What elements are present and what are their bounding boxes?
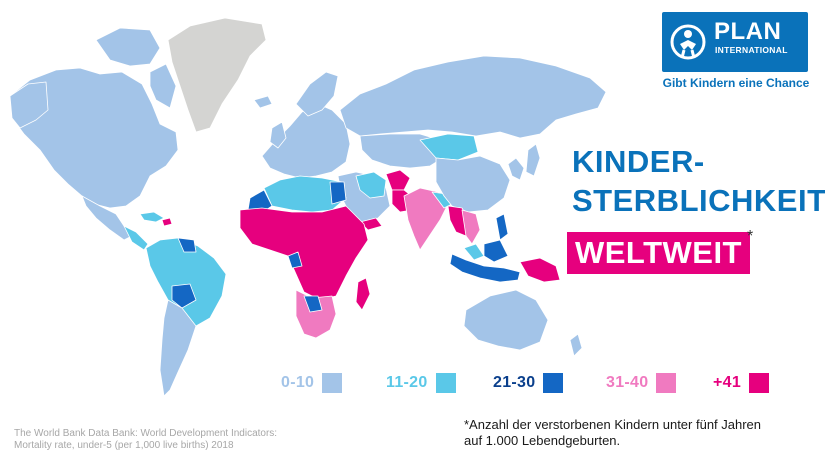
source-line-1: The World Bank Data Bank: World Developm… [14, 428, 278, 439]
source-line-2: Mortality rate, under-5 (per 1,000 live … [14, 440, 234, 451]
legend-swatch [435, 373, 456, 393]
europe-region [261, 103, 351, 179]
headline-asterisk: * [747, 228, 754, 245]
plan-emblem-icon [670, 24, 706, 60]
plan-logo[interactable]: PLAN INTERNATIONAL [662, 12, 808, 72]
iceland-region [253, 95, 273, 109]
yemen-region [359, 217, 383, 231]
legend-item-31-40: 31-40 [606, 373, 677, 393]
haiti-region [161, 217, 173, 227]
logo-subtitle: INTERNATIONAL [715, 45, 788, 55]
legend-label: 21-30 [493, 374, 536, 391]
indochina-region [461, 209, 481, 245]
legend-swatch [749, 373, 770, 393]
data-source: The World Bank Data Bank: World Developm… [14, 428, 277, 452]
footnote: *Anzahl der verstorbenen Kindern unter f… [464, 417, 761, 449]
new-zealand-region [569, 333, 583, 357]
guyana-region [177, 237, 197, 253]
borneo-region [483, 239, 509, 263]
tagline: Gibt Kindern eine Chance [662, 76, 810, 90]
legend-label: +41 [713, 374, 742, 391]
footnote-line-1: *Anzahl der verstorbenen Kindern unter f… [464, 417, 762, 432]
headline-line-1: KINDER- [572, 144, 705, 179]
korea-japan-region [507, 157, 525, 181]
gabon-region [287, 251, 303, 269]
madagascar-region [355, 277, 371, 311]
central-america-region [123, 225, 149, 251]
logo-wordmark: PLAN [714, 18, 782, 45]
legend-item-0-10: 0-10 [281, 373, 343, 393]
footnote-line-2: auf 1.000 Lebendgeburten. [464, 433, 621, 448]
alaska-region [9, 81, 49, 129]
greenland-region [167, 17, 267, 133]
uk-region [269, 121, 287, 149]
southern-cone-region [159, 299, 197, 397]
legend-label: 11-20 [386, 374, 428, 391]
arctic-islands-region [95, 27, 161, 67]
india-region [403, 187, 449, 251]
philippines-region [495, 213, 509, 241]
headline-line-2: STERBLICHKEIT [572, 183, 825, 218]
japan-region [525, 143, 541, 177]
caribbean-region [139, 211, 165, 223]
north-america-region [9, 67, 179, 209]
legend-swatch [322, 373, 343, 393]
malaysia-region [463, 243, 485, 261]
botswana-region [303, 295, 323, 313]
china-region [435, 155, 511, 213]
papua-region [519, 257, 561, 283]
russia-region [339, 55, 607, 139]
headline: KINDER- STERBLICHKEIT [572, 142, 825, 220]
mexico-region [81, 195, 133, 241]
bolivia-region [171, 283, 197, 309]
legend-swatch [656, 373, 677, 393]
legend-item-11-20: 11-20 [386, 373, 456, 393]
baffin-region [149, 63, 177, 109]
legend-label: 0-10 [281, 374, 315, 391]
legend-swatch [543, 373, 564, 393]
headline-highlight: WELTWEIT [567, 232, 750, 274]
legend-item-21-30: 21-30 [493, 373, 564, 393]
sub-saharan-region [239, 205, 369, 301]
legend-label: 31-40 [606, 374, 649, 391]
indonesia-region [449, 253, 521, 283]
iraq-iran-region [355, 171, 387, 199]
legend-item-41-plus: +41 [713, 373, 770, 393]
scandinavia-region [295, 71, 339, 117]
australia-region [463, 289, 549, 351]
egypt-region [329, 181, 347, 205]
afghanistan-region [385, 169, 411, 191]
